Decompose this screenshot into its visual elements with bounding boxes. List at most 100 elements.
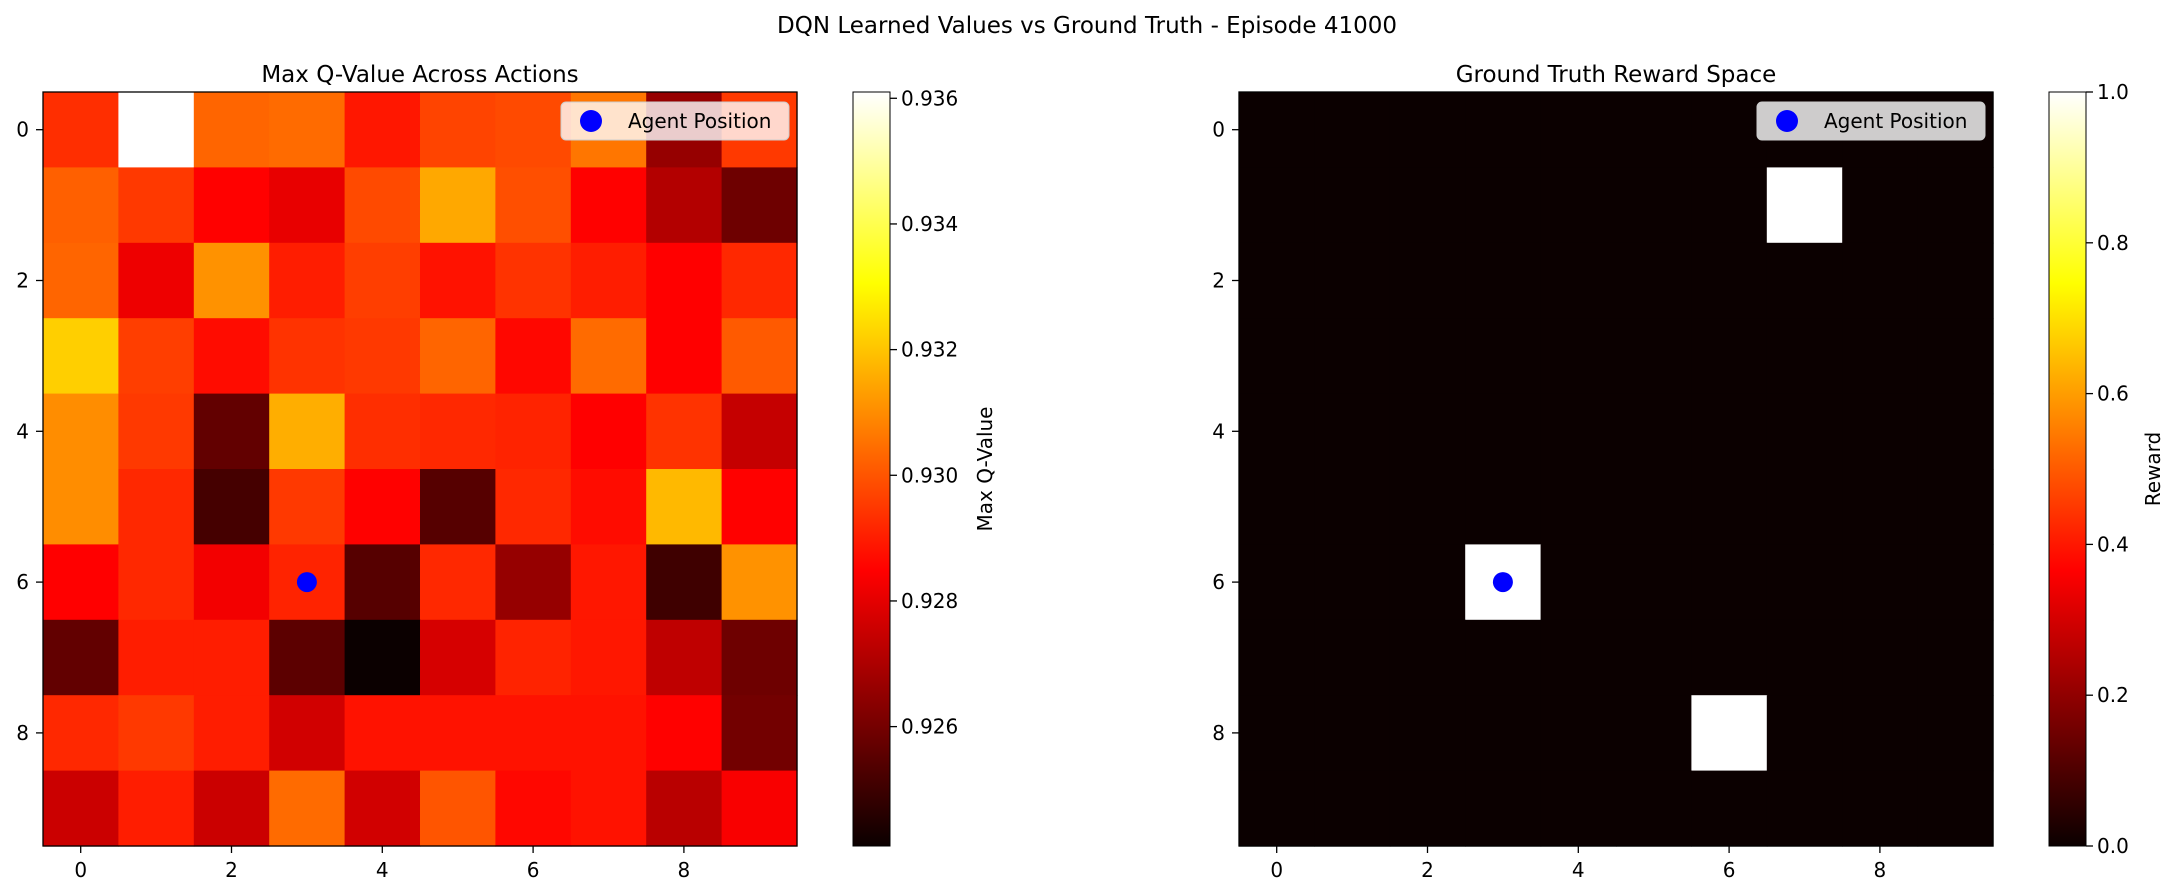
heatmap-cell [1465, 92, 1542, 168]
heatmap-cell [1389, 469, 1466, 545]
heatmap-cell [495, 92, 572, 168]
heatmap-cell [1540, 770, 1617, 847]
heatmap-cell [1766, 469, 1843, 545]
heatmap-cell [1917, 619, 1994, 696]
heatmap-cell [1842, 393, 1919, 470]
heatmap-cell [1766, 695, 1843, 772]
x-tick-label: 2 [225, 858, 238, 882]
colorbar-gradient [852, 91, 891, 847]
heatmap-cell [1465, 242, 1542, 319]
heatmap-cell [43, 318, 119, 395]
heatmap-cell [1616, 619, 1692, 696]
colorbar-tick-label: 0.928 [901, 589, 958, 613]
heatmap-cell [1389, 619, 1466, 696]
colorbar-tick-label: 0.936 [901, 86, 958, 110]
heatmap-cell [420, 393, 496, 470]
colorbar-ticks: 0.0 0.2 0.4 0.6 0.8 1.0 [2086, 80, 2129, 858]
heatmap-cell [118, 544, 195, 621]
heatmap-cell [43, 619, 119, 696]
heatmap-cell [344, 242, 421, 319]
heatmap-cell [1314, 770, 1391, 847]
heatmap-cell [721, 167, 798, 244]
heatmap-cell [1766, 318, 1843, 395]
heatmap-cell [344, 167, 421, 244]
heatmap-cell [344, 770, 421, 847]
heatmap-cell [1389, 242, 1466, 319]
heatmap-cell [646, 318, 723, 395]
heatmap-cell [1917, 167, 1994, 244]
colorbar-tick-label: 0.6 [2097, 382, 2129, 406]
reward-colorbar: 0.0 0.2 0.4 0.6 0.8 1.0 Reward [2048, 80, 2165, 858]
heatmap-cell [721, 619, 798, 696]
heatmap-cell [1239, 393, 1315, 470]
colorbar-tick-label: 0.2 [2097, 683, 2129, 707]
x-tick-label: 0 [74, 858, 87, 882]
colorbar-tick-label: 0.934 [901, 212, 958, 236]
heatmap-cell [646, 695, 723, 772]
heatmap-cell [344, 544, 421, 621]
reward-axes: 0 2 4 6 8 0 2 4 6 8 [1212, 118, 1886, 882]
heatmap-cell [646, 619, 723, 696]
heatmap-cell [118, 770, 195, 847]
heatmap-cell [1917, 544, 1994, 621]
heatmap-cell [1239, 242, 1315, 319]
heatmap-cell [721, 318, 798, 395]
heatmap-cell [1616, 393, 1692, 470]
heatmap-cell [1766, 619, 1843, 696]
colorbar-tick-label: 0.926 [901, 715, 958, 739]
heatmap-cell [1842, 619, 1919, 696]
heatmap-cell [1540, 92, 1617, 168]
heatmap-cell [1691, 695, 1768, 772]
x-tick-label: 2 [1421, 858, 1434, 882]
legend-marker-icon [1776, 110, 1798, 132]
heatmap-cell [570, 544, 647, 621]
heatmap-cell [1691, 167, 1768, 244]
heatmap-cell [43, 167, 119, 244]
heatmap-cell [646, 167, 723, 244]
x-tick-label: 4 [1572, 858, 1585, 882]
heatmap-cell [193, 619, 270, 696]
heatmap-cell [1314, 167, 1391, 244]
heatmap-cell [1691, 770, 1768, 847]
y-tick-label: 6 [16, 570, 29, 594]
heatmap-cell [1465, 619, 1542, 696]
legend-box [560, 101, 790, 141]
colorbar-tick-label: 0.4 [2097, 532, 2129, 556]
heatmap-cell [1917, 242, 1994, 319]
heatmap-cell [1917, 770, 1994, 847]
q-value-plot-frame [42, 91, 798, 847]
heatmap-cell [1842, 242, 1919, 319]
heatmap-cell [1540, 242, 1617, 319]
heatmap-cell [1616, 318, 1692, 395]
heatmap-cell [1766, 167, 1843, 244]
y-tick-label: 8 [16, 721, 29, 745]
heatmap-cell [495, 393, 572, 470]
heatmap-cell [721, 695, 798, 772]
heatmap-cell [118, 167, 195, 244]
heatmap-cell [646, 242, 723, 319]
q-value-colorbar: 0.926 0.928 0.930 0.932 0.934 0.936 Max Q-Val… [852, 86, 997, 847]
heatmap-cell [193, 242, 270, 319]
heatmap-cell [1917, 393, 1994, 470]
legend-marker-icon [580, 110, 602, 132]
heatmap-cell [43, 393, 119, 470]
heatmap-cell [570, 318, 647, 395]
colorbar-gradient [2048, 91, 2087, 847]
heatmap-cell [420, 469, 496, 545]
heatmap-cell [646, 393, 723, 470]
heatmap-cell [721, 770, 798, 847]
q-value-axes: 0 2 4 6 8 0 2 4 6 8 [16, 118, 690, 882]
colorbar-tick-label: 0.8 [2097, 231, 2129, 255]
heatmap-cell [269, 318, 346, 395]
heatmap-cell [193, 167, 270, 244]
heatmap-cell [1314, 242, 1391, 319]
heatmap-cell [1540, 469, 1617, 545]
heatmap-cell [570, 770, 647, 847]
heatmap-cell [1540, 544, 1617, 621]
heatmap-cell [721, 242, 798, 319]
heatmap-cell [1842, 318, 1919, 395]
heatmap-cell [1842, 544, 1919, 621]
colorbar-tick-label: 0.932 [901, 338, 958, 362]
heatmap-cell [1540, 318, 1617, 395]
heatmap-cell [495, 469, 572, 545]
